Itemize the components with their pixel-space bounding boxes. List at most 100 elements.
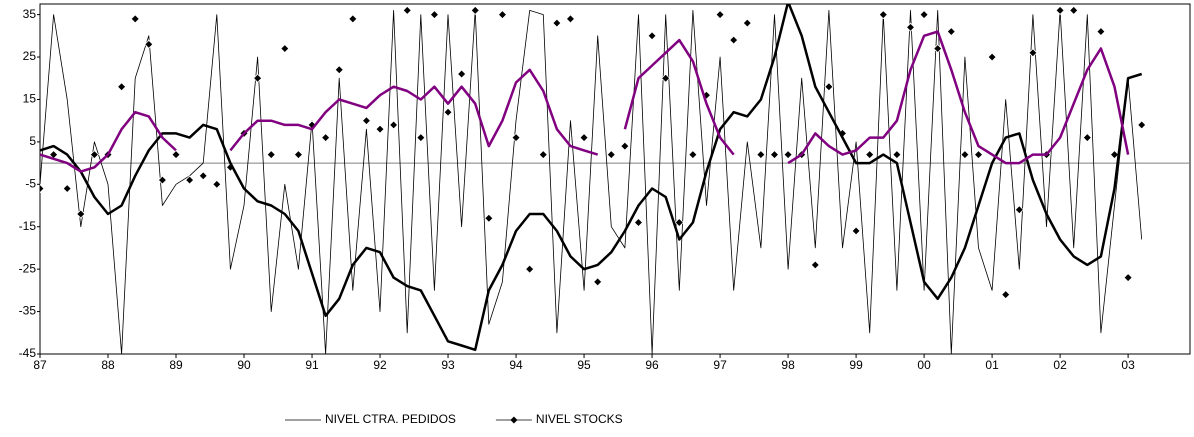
marker [769, 150, 780, 160]
marker [429, 10, 440, 20]
marker [933, 43, 943, 54]
marker [593, 277, 603, 287]
marker [715, 10, 725, 20]
marker [565, 14, 576, 24]
y-tick-label: -35 [19, 304, 37, 318]
marker [960, 150, 970, 160]
marker [348, 14, 358, 24]
marker [851, 226, 861, 236]
x-tick-label: 99 [849, 358, 863, 372]
marker [674, 217, 684, 228]
marker [511, 133, 521, 143]
line [40, 10, 1143, 354]
marker [579, 133, 589, 143]
x-tick-label: 93 [441, 358, 455, 372]
marker [688, 150, 698, 160]
plot-frame [39, 3, 1191, 355]
marker [334, 65, 344, 75]
legend-label: NIVEL STOCKS [536, 412, 623, 426]
legend: NIVEL CTRA. PEDIDOS NIVEL STOCKS [285, 412, 623, 426]
marker [538, 150, 548, 160]
y-tick-label: -5 [25, 176, 36, 190]
marker [40, 183, 45, 194]
x-tick-label: 03 [1121, 358, 1135, 372]
y-tick-label: -25 [19, 261, 37, 275]
x-tick-label: 00 [917, 358, 931, 372]
y-tick-label: 25 [23, 49, 37, 63]
marker [606, 150, 616, 160]
x-tick-label: 90 [237, 358, 251, 372]
marker [919, 10, 929, 20]
marker [1082, 133, 1092, 143]
x-tick-label: 98 [781, 358, 795, 372]
marker [905, 22, 916, 32]
marker [946, 27, 956, 37]
marker [647, 31, 657, 41]
marker [402, 5, 412, 15]
marker [1096, 27, 1106, 37]
marker [1001, 290, 1011, 300]
x-tick-label: 02 [1053, 358, 1067, 372]
marker [1123, 273, 1133, 283]
x-tick-label: 91 [305, 358, 319, 372]
marker [729, 35, 739, 45]
marker [280, 43, 290, 54]
marker [497, 10, 508, 20]
marker [416, 133, 426, 143]
marker [144, 39, 154, 49]
marker [470, 5, 480, 15]
marker [389, 120, 399, 130]
x-tick-label: 95 [577, 358, 591, 372]
marker [212, 179, 222, 189]
marker [89, 150, 99, 160]
x-tick-label: 89 [169, 358, 183, 372]
marker [484, 213, 494, 223]
marker [130, 14, 140, 24]
x-tick-label: 97 [713, 358, 727, 372]
legend-label: NIVEL CTRA. PEDIDOS [325, 412, 456, 426]
marker [457, 69, 467, 79]
y-tick-label: -45 [19, 346, 37, 360]
marker [892, 150, 902, 160]
y-tick-label: -15 [19, 219, 37, 233]
y-tick-label: 15 [23, 92, 37, 106]
x-tick-label: 01 [985, 358, 999, 372]
y-tick-label: 5 [29, 134, 36, 148]
marker [1109, 150, 1120, 160]
smoothed-line [40, 30, 1130, 173]
marker [620, 141, 630, 151]
marker [987, 52, 997, 62]
marker [157, 175, 167, 185]
marker [1028, 48, 1038, 58]
marker [1069, 5, 1079, 15]
marker [525, 264, 535, 274]
x-tick-label: 96 [645, 358, 659, 372]
marker [824, 82, 834, 92]
marker [443, 107, 453, 117]
marker [185, 175, 195, 185]
marker [198, 171, 208, 181]
marker [361, 116, 371, 126]
x-tick-label: 88 [101, 358, 115, 372]
marker [321, 133, 331, 143]
marker [633, 217, 644, 228]
marker [117, 82, 127, 92]
marker [756, 150, 766, 160]
marker [76, 209, 86, 219]
marker [661, 73, 671, 83]
marker [62, 183, 72, 194]
smoothed-line [40, 4, 1143, 352]
marker [783, 150, 793, 160]
marker [810, 260, 820, 270]
marker [973, 150, 984, 160]
marker [552, 18, 562, 28]
y-tick-label: 35 [23, 7, 37, 21]
marker [878, 10, 888, 20]
legend-marker [510, 416, 518, 424]
marker [865, 150, 875, 160]
marker [1137, 120, 1147, 130]
x-tick-label: 94 [509, 358, 523, 372]
marker [375, 124, 385, 134]
marker [253, 73, 263, 83]
